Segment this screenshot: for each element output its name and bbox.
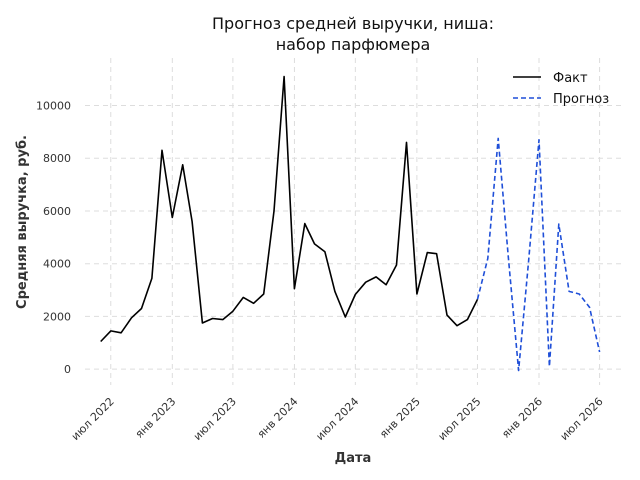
x-tick-label: янв 2023 bbox=[133, 395, 179, 441]
y-tick-label: 2000 bbox=[43, 310, 71, 323]
legend-label-fact: Факт bbox=[553, 71, 588, 86]
series-layer bbox=[100, 75, 601, 372]
y-tick-label: 8000 bbox=[43, 152, 71, 165]
x-tick-label: янв 2026 bbox=[499, 395, 545, 441]
y-tick-label: 10000 bbox=[36, 99, 71, 112]
y-axis-label: Средняя выручка, руб. bbox=[15, 135, 30, 309]
x-tick-label: июл 2025 bbox=[436, 395, 484, 443]
y-tick-label: 4000 bbox=[43, 258, 71, 271]
x-tick-label: янв 2025 bbox=[377, 395, 423, 441]
series-line-forecast bbox=[476, 137, 601, 372]
series-line-fact bbox=[100, 75, 479, 343]
chart-title-line-2: набор парфюмера bbox=[276, 35, 431, 54]
legend: Факт Прогноз bbox=[513, 71, 609, 107]
y-tick-label: 0 bbox=[64, 363, 71, 376]
x-tick-label: июл 2023 bbox=[191, 395, 239, 443]
x-tick-label: янв 2024 bbox=[255, 395, 301, 441]
chart-title-line-1: Прогноз средней выручки, ниша: bbox=[212, 14, 494, 33]
y-tick-label: 6000 bbox=[43, 205, 71, 218]
y-axis-ticks: 0 2000 4000 6000 8000 10000 bbox=[36, 99, 71, 376]
x-tick-label: июл 2024 bbox=[313, 395, 361, 443]
x-axis-label: Дата bbox=[335, 451, 372, 466]
x-tick-label: июл 2022 bbox=[69, 395, 117, 443]
legend-label-forecast: Прогноз bbox=[553, 92, 609, 107]
x-tick-label: июл 2026 bbox=[558, 395, 606, 443]
grid bbox=[85, 58, 625, 385]
x-axis-ticks: июл 2022 янв 2023 июл 2023 янв 2024 июл 2024… bbox=[69, 395, 606, 443]
